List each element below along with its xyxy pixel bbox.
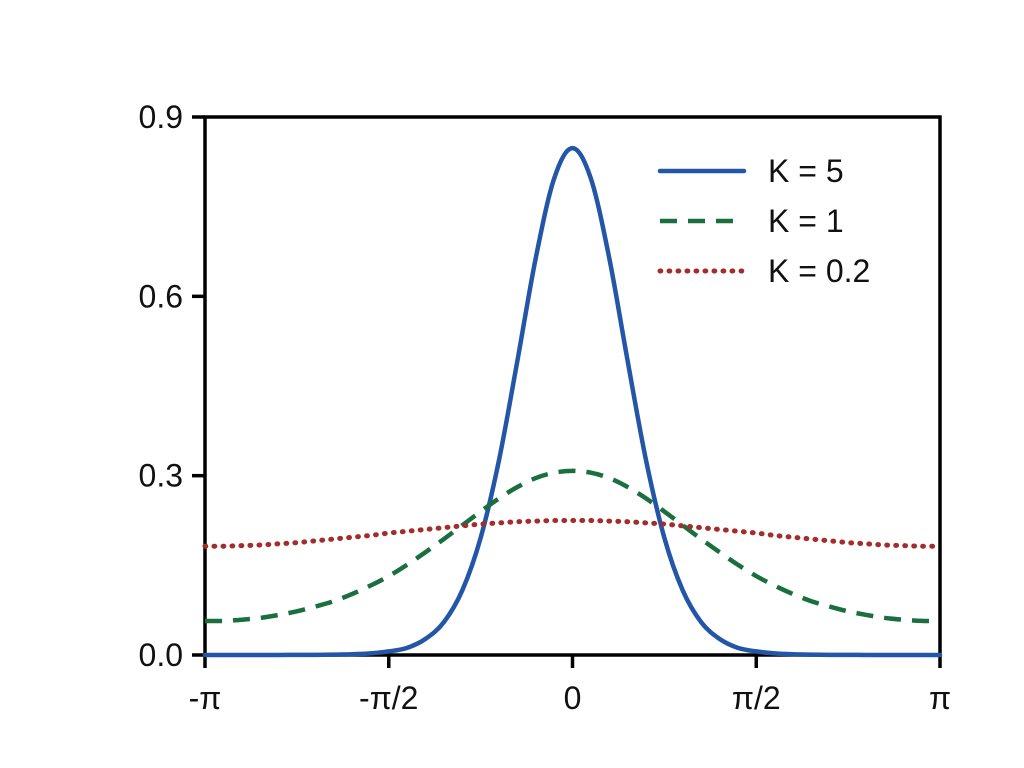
series-line-k-1 [204, 468, 941, 624]
y-tick-label: 0.3 [139, 458, 183, 494]
x-tick-label: π/2 [732, 680, 781, 716]
y-tick-label: 0.0 [139, 637, 183, 673]
x-tick-label: -π [189, 680, 222, 716]
legend-label: K = 5 [768, 153, 844, 189]
legend-label: K = 0.2 [768, 253, 870, 289]
legend-label: K = 1 [768, 203, 844, 239]
y-tick-label: 0.9 [139, 99, 183, 135]
series-line-k-5 [202, 145, 943, 658]
y-tick-label: 0.6 [139, 278, 183, 314]
plot-frame [203, 115, 942, 657]
x-tick-label: π [929, 680, 951, 716]
x-tick-label: 0 [564, 680, 582, 716]
x-tick-label: -π/2 [359, 680, 418, 716]
series-line-k-0.2 [202, 517, 943, 549]
